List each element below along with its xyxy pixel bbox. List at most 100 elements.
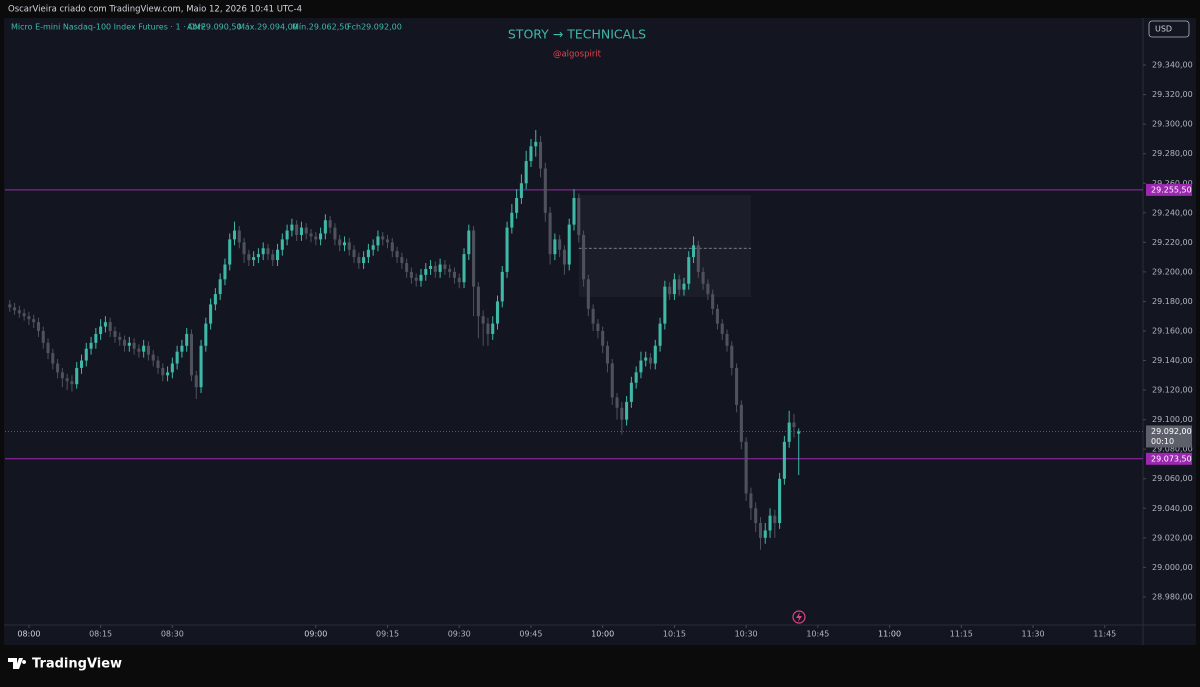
x-tick-label: 09:30 (448, 630, 471, 639)
legend-high: Máx.29.094,00 (238, 23, 298, 32)
y-tick-label: 29.180,00 (1152, 297, 1193, 306)
hline-label: 29.073,50 (1151, 454, 1192, 463)
candle-body (538, 141, 543, 169)
candle-body (457, 277, 461, 283)
candle-body (591, 308, 595, 324)
candle-body (99, 326, 103, 334)
candle-body (543, 168, 547, 213)
candle-body (261, 248, 265, 255)
candle-body (567, 224, 571, 265)
candle-body (194, 375, 198, 388)
candle-body (672, 279, 676, 295)
candle-body (639, 360, 643, 373)
candle-body (519, 183, 523, 199)
candle-body (562, 249, 566, 265)
x-tick-label: 09:00 (304, 630, 327, 639)
candle-body (8, 304, 12, 308)
candle-body (180, 345, 184, 352)
last-price-label: 29.092,00 (1151, 427, 1192, 436)
candle-body (668, 286, 672, 295)
currency[interactable]: USD (1155, 25, 1172, 34)
candle-body (304, 227, 308, 234)
candle-body (166, 372, 170, 376)
candle-body (36, 322, 41, 331)
candle-body (768, 515, 772, 531)
candle-body (443, 264, 447, 269)
candle-body (27, 316, 31, 320)
candle-body (620, 407, 624, 420)
candle-body (285, 230, 289, 240)
x-tick-label: 11:15 (950, 630, 973, 639)
y-tick-label: 28.980,00 (1152, 592, 1193, 601)
candle-body (414, 277, 418, 281)
candle-body (51, 353, 55, 364)
candle-body (309, 233, 313, 237)
candle-body (199, 345, 203, 388)
candle-body (711, 294, 715, 309)
candle-body (687, 257, 691, 284)
candle-body (118, 336, 122, 340)
x-tick-label: 10:30 (735, 630, 758, 639)
y-tick-label: 29.060,00 (1152, 474, 1193, 483)
candle-body (577, 198, 581, 235)
alert-icon[interactable] (792, 610, 806, 624)
candle-body (60, 372, 64, 379)
candle-body (605, 345, 610, 364)
candle-body (338, 239, 342, 246)
candle-body (342, 242, 347, 246)
currency-box[interactable] (1148, 20, 1190, 38)
candle-body (797, 431, 801, 434)
candle-body (328, 220, 332, 228)
candle-body (448, 268, 452, 272)
candle-body (476, 286, 480, 317)
candle-body (17, 310, 21, 314)
candle-body (610, 363, 614, 398)
candle-body (347, 242, 351, 250)
candle-body (648, 357, 653, 364)
candle-body (409, 271, 413, 278)
x-tick-label: 11:45 (1093, 630, 1116, 639)
candle-body (782, 441, 786, 479)
last-price-box (1146, 425, 1192, 448)
candle-body (295, 224, 299, 235)
candle-body (204, 323, 208, 346)
candle-body (362, 257, 366, 264)
candle-body (433, 265, 437, 272)
candle-body (381, 236, 385, 240)
candle-body (515, 198, 519, 213)
candle-body (185, 333, 189, 346)
candle-body (601, 330, 605, 346)
candle-body (385, 239, 390, 243)
candle-body (505, 227, 509, 272)
candle-body (754, 508, 758, 524)
y-tick-label: 29.160,00 (1152, 326, 1193, 335)
candle-body (720, 323, 724, 334)
candle-body (438, 264, 442, 272)
candle-body (524, 161, 528, 184)
candle-body (132, 342, 136, 349)
alert-circle[interactable] (792, 610, 806, 624)
alert-bolt[interactable] (796, 612, 802, 622)
candle-body (500, 271, 504, 302)
y-tick-label: 29.280,00 (1152, 149, 1193, 158)
candle-body (232, 230, 237, 240)
candle-body (323, 220, 327, 234)
hline-label-box (1146, 183, 1192, 196)
candle-body (582, 234, 586, 280)
candle-body (491, 323, 495, 334)
y-tick-label: 29.220,00 (1152, 238, 1193, 247)
candle-body (735, 367, 739, 405)
candle-body (778, 478, 782, 524)
candle-body (276, 249, 280, 261)
x-tick-label: 09:15 (376, 630, 399, 639)
y-tick-label: 29.240,00 (1152, 208, 1193, 217)
legend-open: Abr29.090,50 (187, 23, 242, 32)
candle-body (405, 263, 409, 272)
candle-body (218, 279, 222, 295)
candle-body (615, 397, 619, 408)
y-tick-label: 29.300,00 (1152, 120, 1193, 129)
candle-body (103, 322, 107, 327)
candle-body (634, 372, 638, 383)
